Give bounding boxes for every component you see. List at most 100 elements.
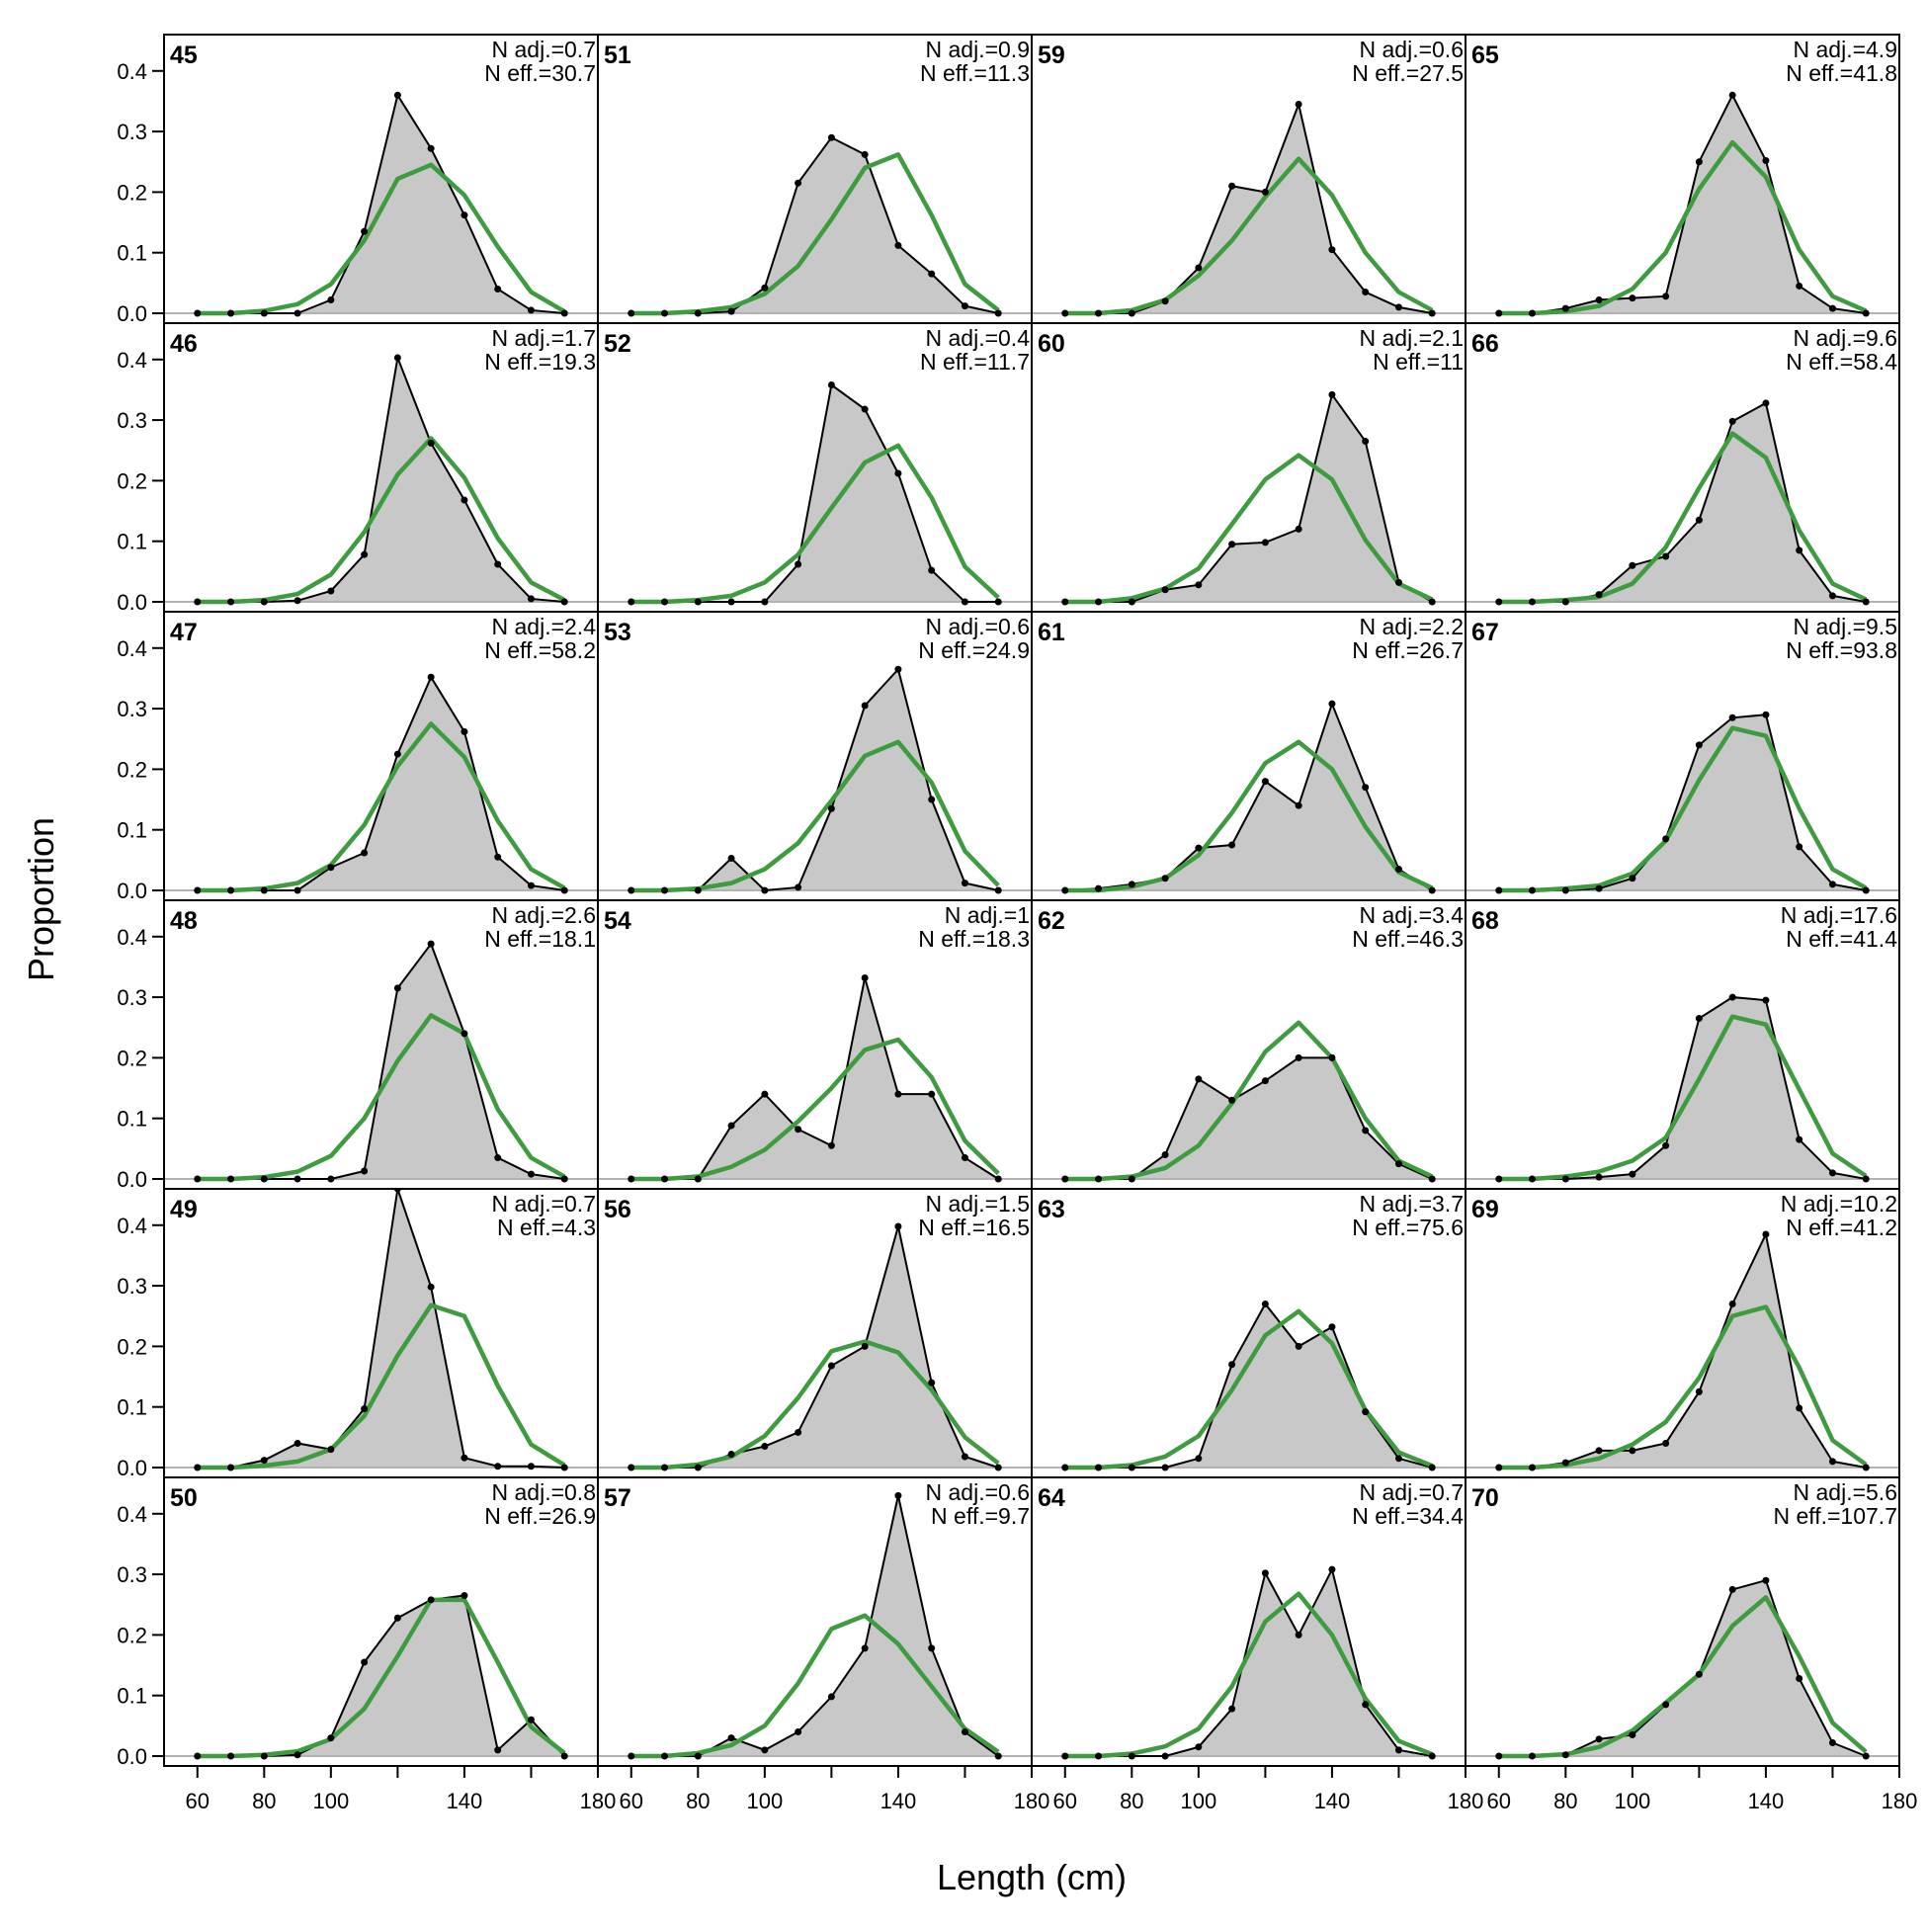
observed-point	[827, 804, 835, 812]
expected-line	[197, 436, 566, 605]
panel-border	[1465, 1476, 1900, 1767]
panel-49: 49 N adj.=0.7N eff.=4.3 0.0 0.1 0.2 0.3 0.4	[117, 1188, 599, 1480]
observed-point	[1394, 303, 1402, 311]
observed-point	[461, 1454, 468, 1462]
observed-point	[1328, 1323, 1336, 1331]
observed-point	[694, 886, 702, 894]
observed-point	[795, 1727, 802, 1735]
observed-point	[928, 1379, 936, 1386]
observed-point	[694, 1752, 702, 1760]
y-tick-label: 0.3	[117, 120, 147, 144]
observed-point	[1796, 546, 1803, 554]
observed-point	[494, 560, 502, 568]
observed-point	[1728, 91, 1736, 99]
observed-point	[1762, 399, 1770, 407]
observed-point	[1662, 552, 1670, 560]
x-tick-label: 180	[580, 1789, 617, 1813]
observed-point	[327, 1175, 335, 1183]
panel-n-eff: N eff.=41.4	[1786, 926, 1897, 952]
expected-line	[197, 162, 566, 316]
panel-plot-area	[598, 1491, 1032, 1760]
observed-point	[1061, 1752, 1069, 1760]
panel-n-eff: N eff.=46.3	[1352, 926, 1464, 952]
observed-point	[1828, 1739, 1836, 1747]
panel-year-label: 68	[1471, 907, 1499, 935]
panel-plot-area	[1466, 399, 1899, 606]
panel-plot-area	[1466, 711, 1899, 894]
observed-point	[1796, 1675, 1803, 1683]
observed-point	[1762, 157, 1770, 165]
observed-point	[194, 1175, 202, 1183]
panel-year-label: 52	[604, 330, 631, 358]
observed-point	[1762, 711, 1770, 718]
panel-plot-area	[164, 673, 598, 894]
panel-48: 48 N adj.=2.6N eff.=18.1 0.0 0.1 0.2 0.3 0.4	[117, 899, 599, 1192]
observed-point	[1529, 598, 1537, 606]
observed-point	[1261, 1300, 1269, 1307]
observed-area	[1064, 1569, 1433, 1756]
observed-point	[1561, 304, 1569, 312]
observed-point	[293, 597, 301, 605]
observed-point	[1695, 158, 1703, 166]
observed-point	[1662, 835, 1670, 843]
y-tick-label: 0.0	[117, 1456, 147, 1480]
observed-point	[894, 1222, 902, 1230]
panel-51: 51 N adj.=0.9N eff.=11.3	[597, 34, 1033, 324]
panel-plot-area	[1466, 1576, 1899, 1760]
observed-point	[1295, 1631, 1302, 1638]
observed-point	[1728, 1300, 1736, 1307]
observed-point	[1728, 993, 1736, 1001]
observed-point	[1495, 1464, 1503, 1471]
observed-area	[1498, 714, 1867, 890]
expected-line	[197, 721, 566, 893]
observed-point	[1629, 875, 1636, 882]
observed-point	[1495, 598, 1503, 606]
observed-point	[928, 796, 936, 803]
observed-point	[1695, 1670, 1703, 1678]
panel-plot-area	[1032, 1565, 1466, 1760]
observed-point	[1362, 784, 1370, 792]
observed-point	[427, 940, 435, 948]
panel-n-adj: N adj.=9.5	[1794, 614, 1898, 639]
panel-n-adj: N adj.=17.6	[1781, 902, 1897, 928]
panel-year-label: 46	[170, 330, 198, 358]
y-tick-label: 0.4	[117, 1214, 147, 1238]
panel-year-label: 63	[1038, 1196, 1065, 1223]
y-tick-label: 0.0	[117, 879, 147, 903]
observed-point	[961, 1154, 968, 1162]
observed-point	[427, 673, 435, 681]
observed-point	[1295, 1053, 1302, 1061]
panel-plot-area	[164, 91, 598, 317]
panel-plot-area	[1032, 1020, 1466, 1183]
panel-52: 52 N adj.=0.4N eff.=11.7	[597, 322, 1033, 613]
observed-area	[1064, 1303, 1433, 1468]
observed-area	[1498, 1233, 1867, 1468]
observed-point	[1862, 1464, 1870, 1471]
observed-point	[894, 1090, 902, 1098]
observed-point	[1428, 309, 1436, 317]
observed-point	[961, 1727, 968, 1735]
observed-point	[1828, 304, 1836, 312]
panel-n-eff: N eff.=24.9	[918, 637, 1030, 663]
observed-point	[494, 1746, 502, 1754]
observed-point	[1161, 1150, 1169, 1158]
observed-point	[260, 1752, 268, 1760]
observed-point	[1495, 309, 1503, 317]
observed-point	[1328, 246, 1336, 254]
observed-area	[630, 137, 999, 313]
y-tick-label: 0.0	[117, 301, 147, 326]
panel-70: 70 N adj.=5.6N eff.=107.7 60 80 100 140 180	[1465, 1476, 1917, 1813]
observed-line	[1064, 101, 1433, 314]
y-tick-label: 0.4	[117, 59, 147, 84]
observed-point	[1161, 586, 1169, 594]
panel-n-eff: N eff.=107.7	[1773, 1503, 1897, 1529]
observed-point	[1629, 1731, 1636, 1739]
observed-point	[1095, 598, 1103, 606]
observed-point	[393, 91, 401, 99]
observed-point	[1595, 1173, 1603, 1181]
panel-n-adj: N adj.=0.4	[926, 325, 1031, 351]
observed-point	[694, 1175, 702, 1183]
observed-point	[1529, 309, 1537, 317]
x-tick-label: 100	[312, 1789, 349, 1813]
observed-point	[795, 1126, 802, 1134]
